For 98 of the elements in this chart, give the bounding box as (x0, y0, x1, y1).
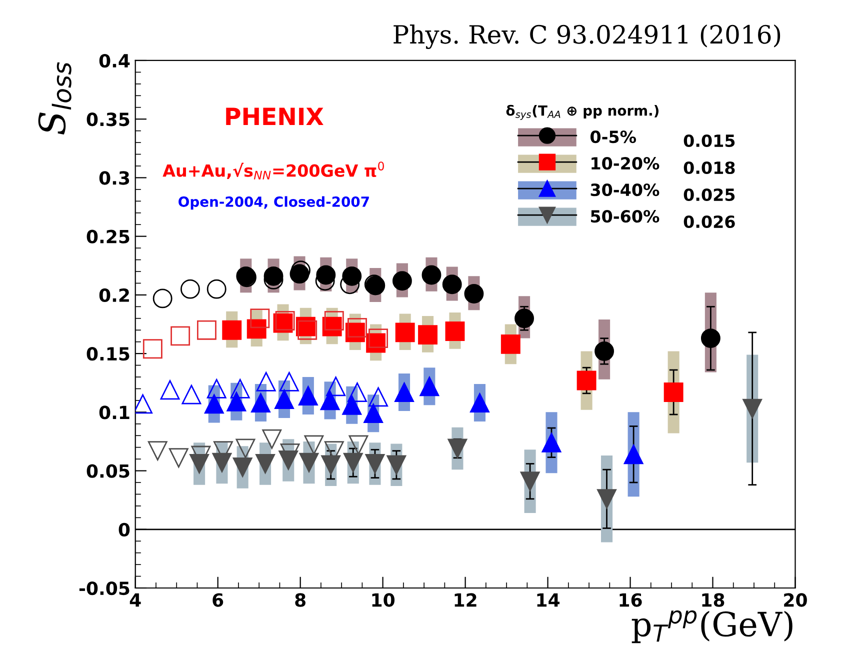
point (206, 378, 226, 398)
text: Phys. Rev. C 93.024911 (2016) (394, 24, 780, 50)
point (222, 320, 242, 340)
point (251, 393, 270, 413)
point (274, 390, 294, 409)
point (500, 334, 520, 354)
y-tick-label: 0.4 (99, 54, 130, 68)
point (422, 265, 442, 285)
point (142, 339, 162, 359)
point (256, 372, 276, 392)
point (262, 429, 282, 449)
point (232, 458, 252, 477)
point (700, 328, 720, 348)
point (230, 378, 250, 398)
x-axis-title: p$_{T}$$^{pp}$(GeV) (632, 610, 792, 644)
point (250, 308, 270, 328)
point (368, 387, 388, 407)
y-tick-label: 0.25 (86, 230, 130, 244)
point (594, 341, 614, 361)
point (442, 274, 462, 294)
point (326, 376, 346, 396)
point (320, 390, 340, 410)
point (196, 320, 216, 340)
point (418, 325, 438, 345)
y-tick-label: 0.3 (99, 171, 130, 185)
y-tick-label: 0.1 (99, 406, 130, 420)
point (368, 328, 388, 348)
legend-label: 30-40% (590, 184, 660, 196)
y-tick-label: 0.2 (99, 288, 129, 302)
point (298, 386, 318, 406)
point (514, 308, 534, 328)
point (392, 271, 412, 291)
point (180, 279, 200, 299)
point (170, 326, 190, 346)
point (279, 372, 299, 392)
x-tick-label: 12 (454, 593, 476, 607)
annotation: 0.015 (684, 134, 735, 148)
x-tick-label: 8 (295, 593, 306, 607)
point (445, 322, 465, 341)
point (470, 393, 490, 413)
legend-label: 0-5% (590, 130, 636, 144)
point (364, 404, 384, 424)
x-tick-label: 18 (702, 593, 724, 607)
x-tick-label: 10 (372, 593, 395, 607)
point (386, 455, 406, 475)
point (256, 454, 275, 474)
point (343, 452, 363, 472)
x-tick-label: 4 (130, 593, 141, 607)
point (204, 394, 224, 414)
annotation: 0.025 (684, 188, 735, 202)
point (664, 382, 684, 402)
legend-title: δ$_{sys}$(T$_{AA}$ ⊕ pp norm.) (506, 104, 658, 120)
point (624, 444, 644, 464)
point (542, 432, 562, 452)
point (298, 320, 318, 340)
point (394, 382, 414, 402)
point (342, 395, 362, 415)
y-tick-label: 0.35 (86, 112, 130, 126)
point (168, 448, 188, 468)
point (324, 311, 344, 330)
point (448, 438, 468, 458)
y-tick-label: 0.05 (86, 464, 130, 478)
point (576, 370, 596, 390)
y-tick-label: -0.05 (79, 581, 130, 596)
point (304, 435, 324, 455)
legend-label: 10-20% (592, 157, 660, 170)
point (182, 384, 202, 404)
point (348, 318, 367, 338)
y-axis-title: S$_{loss}$ (38, 62, 72, 135)
x-tick-label: 14 (537, 593, 560, 607)
point (236, 438, 256, 458)
x-tick-label: 6 (212, 593, 224, 607)
point (299, 452, 319, 472)
annotation: PHENIX (226, 108, 324, 126)
point (395, 322, 415, 342)
point (160, 380, 180, 400)
point (420, 376, 440, 396)
point (365, 454, 385, 474)
point (597, 489, 616, 509)
point (206, 279, 226, 299)
point (520, 472, 540, 492)
point (148, 441, 168, 461)
y-tick-label: 0 (118, 522, 130, 537)
point (226, 392, 246, 412)
point (152, 288, 172, 308)
point (321, 455, 341, 475)
point (464, 284, 484, 304)
legend-label: 50-60% (591, 210, 660, 223)
annotation: Au+Au,√s$_{NN}$=200GeV π$^{0}$ (162, 162, 384, 180)
point (348, 435, 368, 455)
annotation: 0.026 (684, 215, 735, 228)
point (742, 398, 762, 418)
annotation: Open-2004, Closed-2007 (178, 196, 369, 210)
annotation: 0.018 (684, 161, 735, 174)
point (348, 382, 367, 402)
y-tick-label: 0.15 (86, 347, 130, 361)
x-tick-label: 16 (620, 593, 642, 607)
x-tick-label: 20 (784, 593, 807, 607)
